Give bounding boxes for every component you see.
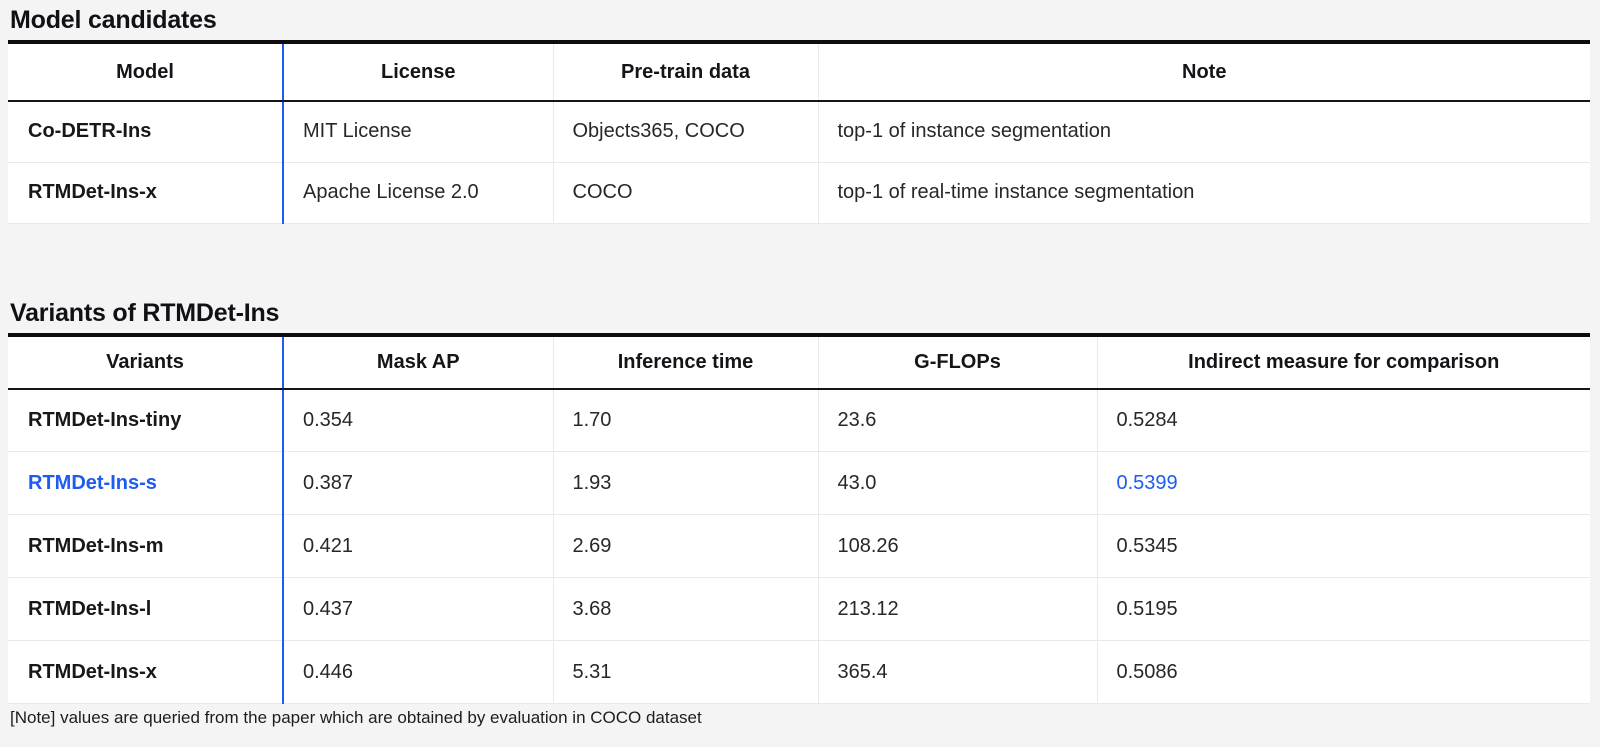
table-cell: 0.5284: [1096, 388, 1590, 452]
table-row: Co-DETR-Ins MIT License Objects365, COCO to…: [8, 101, 1590, 162]
model-candidates-title: Model candidates: [10, 6, 217, 34]
table-cell: top-1 of real-time instance segmentation: [817, 161, 1590, 223]
variants-section: Variants of RTMDet-Ins Variants Mask AP In…: [8, 224, 1600, 729]
table-cell: 23.6: [817, 388, 1097, 452]
table-cell: 0.5345: [1096, 514, 1590, 578]
table-cell: RTMDet-Ins-tiny: [28, 408, 182, 431]
header-cell: Pre-train data: [552, 42, 818, 102]
table-cell: RTMDet-Ins-l: [8, 577, 283, 641]
table-cell: RTMDet-Ins-x: [8, 161, 283, 223]
table-cell: 43.0: [817, 451, 1097, 515]
table-row: RTMDet-Ins-s 0.387 1.93 43.0 0.5399: [8, 451, 1590, 515]
table-cell: 1.93: [552, 451, 818, 515]
table-cell: 3.68: [552, 577, 818, 641]
table-cell: 365.4: [817, 640, 1097, 704]
table-cell: 0.5195: [1096, 577, 1590, 641]
table-cell: 0.387: [282, 451, 553, 515]
table-row: RTMDet-Ins-x 0.446 5.31 365.4 0.5086: [8, 640, 1590, 704]
table-cell: 2.69: [552, 514, 818, 578]
table-cell: 108.26: [817, 514, 1097, 578]
table-cell: 213.12: [817, 577, 1097, 641]
table-row: RTMDet-Ins-m 0.421 2.69 108.26 0.5345: [8, 514, 1590, 578]
header-cell: Model: [8, 42, 283, 102]
header-cell: Note: [817, 42, 1590, 102]
table-cell: 0.354: [282, 388, 553, 452]
table-cell: 0.5399: [1096, 451, 1590, 515]
table-row: RTMDet-Ins-l 0.437 3.68 213.12 0.5195: [8, 577, 1590, 641]
header-cell: Mask AP: [282, 334, 553, 390]
header-row: Variants Mask AP Inference time G-FLOPs Indi…: [8, 334, 1590, 390]
table-cell: COCO: [552, 161, 818, 223]
table-cell: 5.31: [552, 640, 818, 704]
variants-table: Variants Mask AP Inference time G-FLOPs Indi…: [8, 332, 1590, 704]
table-cell: top-1 of instance segmentation: [817, 101, 1590, 162]
table-footnote: [Note] values are queried from the paper…: [10, 708, 702, 727]
table-cell: 0.446: [282, 640, 553, 704]
table-cell: 0.437: [282, 577, 553, 641]
header-cell: G-FLOPs: [817, 334, 1097, 390]
table-cell: 0.421: [282, 514, 553, 578]
table-row: RTMDet-Ins-tiny 0.354 1.70 23.6 0.5284: [8, 388, 1590, 452]
header-cell: Indirect measure for comparison: [1096, 334, 1590, 390]
header-row: Model License Pre-train data Note: [8, 42, 1590, 102]
table-cell: RTMDet-Ins-s: [8, 451, 283, 515]
model-candidates-section: Model candidates Model License Pre-train d…: [8, 0, 1600, 224]
table-cell: Co-DETR-Ins: [28, 120, 152, 143]
table-cell: 1.70: [552, 388, 818, 452]
header-cell: License: [282, 42, 553, 102]
header-cell: Inference time: [552, 334, 818, 390]
table-cell: RTMDet-Ins-m: [8, 514, 283, 578]
model-candidates-table: Model License Pre-train data Note Co-DETR-In…: [8, 40, 1590, 224]
table-cell: MIT License: [282, 101, 553, 162]
table-row: RTMDet-Ins-x Apache License 2.0 COCO top-1 …: [8, 161, 1590, 223]
table-cell: 0.5086: [1096, 640, 1590, 704]
variants-title: Variants of RTMDet-Ins: [10, 298, 280, 327]
table-cell: Apache License 2.0: [282, 161, 553, 223]
table-cell: Objects365, COCO: [552, 101, 818, 162]
header-cell: Variants: [8, 334, 283, 390]
table-cell: RTMDet-Ins-x: [8, 640, 283, 704]
